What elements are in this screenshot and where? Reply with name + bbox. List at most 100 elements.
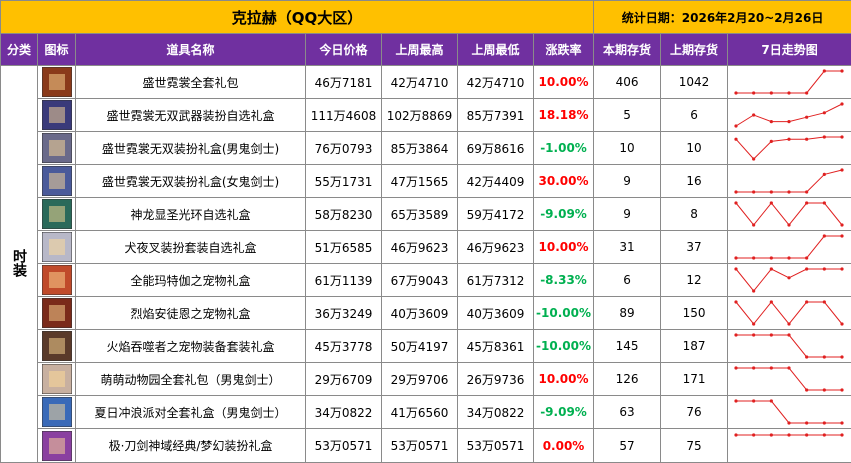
column-header: 7日走势图 [727,33,851,66]
trend-cell [727,296,851,330]
change-rate: -9.09% [532,395,595,429]
today-price: 36万3249 [305,296,382,330]
trend-point [734,267,738,271]
column-header: 道具名称 [75,33,306,66]
last-week-high: 40万3609 [381,296,458,330]
current-stock: 6 [593,263,662,297]
today-price: 34万0822 [305,395,382,429]
trend-point [734,190,738,194]
previous-stock: 6 [660,98,729,132]
previous-stock: 16 [660,164,729,198]
item-row: 盛世霓裳无双武器装扮自选礼盒 111万4608 102万8869 85万7391 18.… [1,98,851,132]
last-week-low: 61万7312 [457,263,534,297]
item-icon [41,166,72,196]
previous-stock: 76 [660,395,729,429]
last-week-low: 26万9736 [457,362,534,396]
trend-point [840,102,844,106]
trend-point [822,234,826,238]
column-header: 上期存货 [660,33,729,66]
trend-line [735,301,843,325]
trend-point [805,137,809,141]
trend-point [787,120,791,124]
previous-stock: 8 [660,197,729,231]
trend-point [752,91,756,95]
icon-detail [48,404,65,420]
trend-point [734,91,738,95]
today-price: 61万1139 [305,263,382,297]
trend-chart [734,399,844,425]
trend-cell [727,230,851,264]
today-price: 51万6585 [305,230,382,264]
trend-point [840,135,844,139]
item-name: 全能玛特伽之宠物礼盒 [75,263,306,297]
trend-point [787,432,791,437]
trend-point [769,300,773,304]
last-week-low: 69万8616 [457,131,534,165]
icon-cell [37,197,76,231]
item-icon [41,100,72,130]
trend-point [805,421,809,425]
current-stock: 5 [593,98,662,132]
trend-point [805,355,809,359]
icon-detail [48,272,65,288]
item-row: 夏日冲浪派对全套礼盒（男鬼剑士） 34万0822 41万6560 34万0822 -9.… [1,395,851,429]
trend-line [735,202,843,226]
today-price: 29万6709 [305,362,382,396]
icon-detail [48,239,65,255]
trend-point [840,267,844,271]
last-week-low: 34万0822 [457,395,534,429]
trend-point [769,139,773,143]
trend-point [840,223,844,227]
trend-point [822,172,826,176]
current-stock: 9 [593,164,662,198]
trend-point [752,399,756,403]
trend-chart [734,333,844,359]
last-week-low: 59万4172 [457,197,534,231]
item-row: 盛世霓裳无双装扮礼盒(女鬼剑士) 55万1731 47万1565 42万4409 30.… [1,164,851,198]
trend-line [736,367,843,391]
previous-stock: 1042 [660,65,729,99]
today-price: 45万3778 [305,329,382,363]
last-week-low: 42万4710 [457,65,534,99]
trend-point [822,267,826,271]
trend-point [840,355,844,359]
trend-line [736,70,843,94]
icon-cell [37,164,76,198]
current-stock: 406 [593,65,662,99]
trend-point [769,91,773,95]
item-icon [41,199,72,229]
trend-point [769,399,773,403]
trend-point [822,111,826,115]
icon-cell [37,230,76,264]
last-week-high: 67万9043 [381,263,458,297]
trend-point [805,388,809,392]
trend-point [822,201,826,205]
item-row: 萌萌动物园全套礼包（男鬼剑士） 29万6709 29万9706 26万9736 10.0… [1,362,851,396]
trend-point [752,289,756,293]
trend-cell [727,98,851,132]
trend-cell [727,263,851,297]
trend-point [805,115,809,119]
trend-cell [727,428,851,463]
trend-point [840,322,844,326]
previous-stock: 150 [660,296,729,330]
current-stock: 57 [593,428,662,463]
trend-cell [727,164,851,198]
item-name: 神龙显圣光环自选礼盒 [75,197,306,231]
item-name: 萌萌动物园全套礼包（男鬼剑士） [75,362,306,396]
date: 统计日期：2026年2月20~2月26日 [593,0,851,34]
current-stock: 63 [593,395,662,429]
last-week-high: 42万4710 [381,65,458,99]
column-header: 今日价格 [305,33,382,66]
current-stock: 89 [593,296,662,330]
trend-point [822,421,826,425]
trend-cell [727,197,851,231]
icon-cell [37,428,76,463]
column-header: 上周最低 [457,33,534,66]
item-name: 极·刀剑神域经典/梦幻装扮礼盒 [75,428,306,463]
trend-chart [734,300,844,326]
item-icon [41,232,72,262]
trend-point [787,333,791,337]
current-stock: 126 [593,362,662,396]
